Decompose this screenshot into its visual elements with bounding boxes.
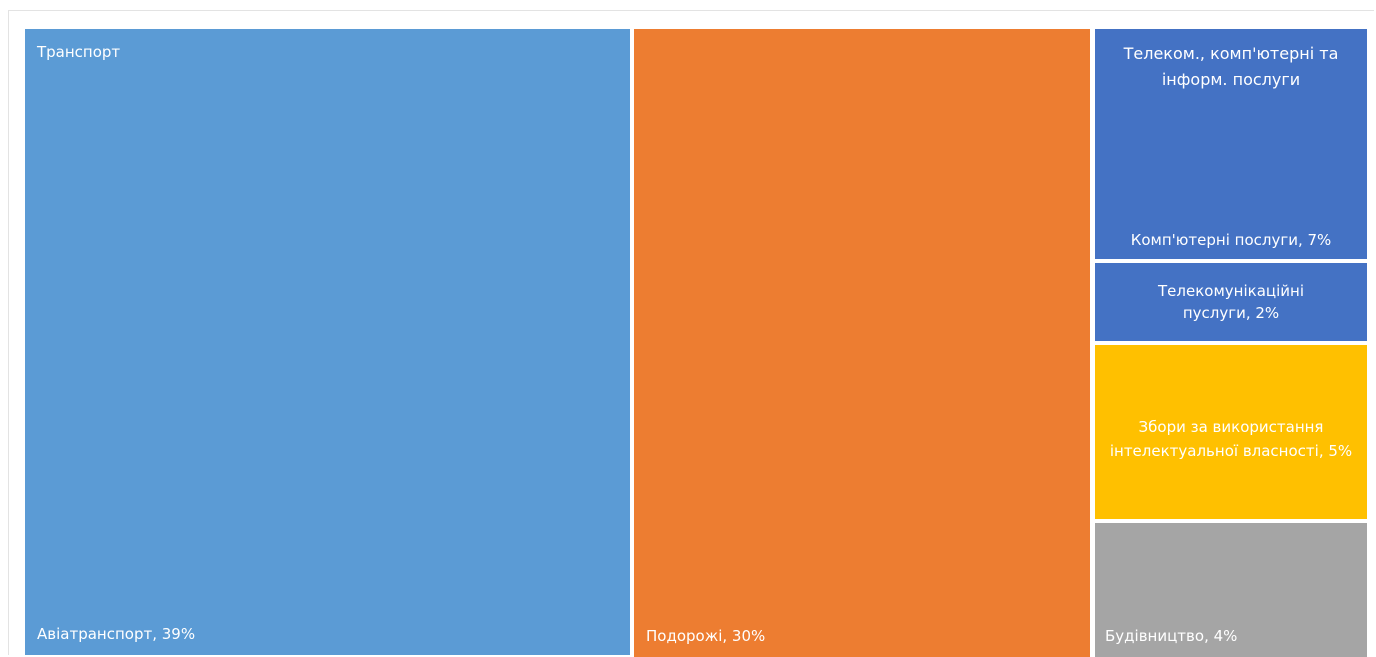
tile-telecom-services: Телекомунікаційні пуслуги, 2% [1095,263,1367,341]
tile-air-transport: Транспорт Авіатранспорт, 39% [25,29,630,655]
tile-label-telecom-services: Телекомунікаційні пуслуги, 2% [1135,280,1327,324]
tile-label-computer-services: Комп'ютерні послуги, 7% [1101,229,1361,251]
group-label-transport: Транспорт [37,41,120,63]
tile-ip-fees: Збори за використання інтелектуальної вл… [1095,345,1367,519]
tile-label-air-transport: Авіатранспорт, 39% [37,623,195,645]
tile-construction: Будівництво, 4% [1095,523,1367,657]
treemap-chart: Транспорт Авіатранспорт, 39% Подорожі, 3… [8,10,1374,655]
tile-label-ip-fees: Збори за використання інтелектуальної вл… [1103,415,1359,463]
tile-label-travel: Подорожі, 30% [646,625,765,647]
tile-label-construction: Будівництво, 4% [1105,625,1237,647]
group-label-telecom: Телеком., комп'ютерні та інформ. послуги [1101,41,1361,93]
tile-computer-services: Телеком., комп'ютерні та інформ. послуги… [1095,29,1367,259]
tile-travel: Подорожі, 30% [634,29,1090,657]
